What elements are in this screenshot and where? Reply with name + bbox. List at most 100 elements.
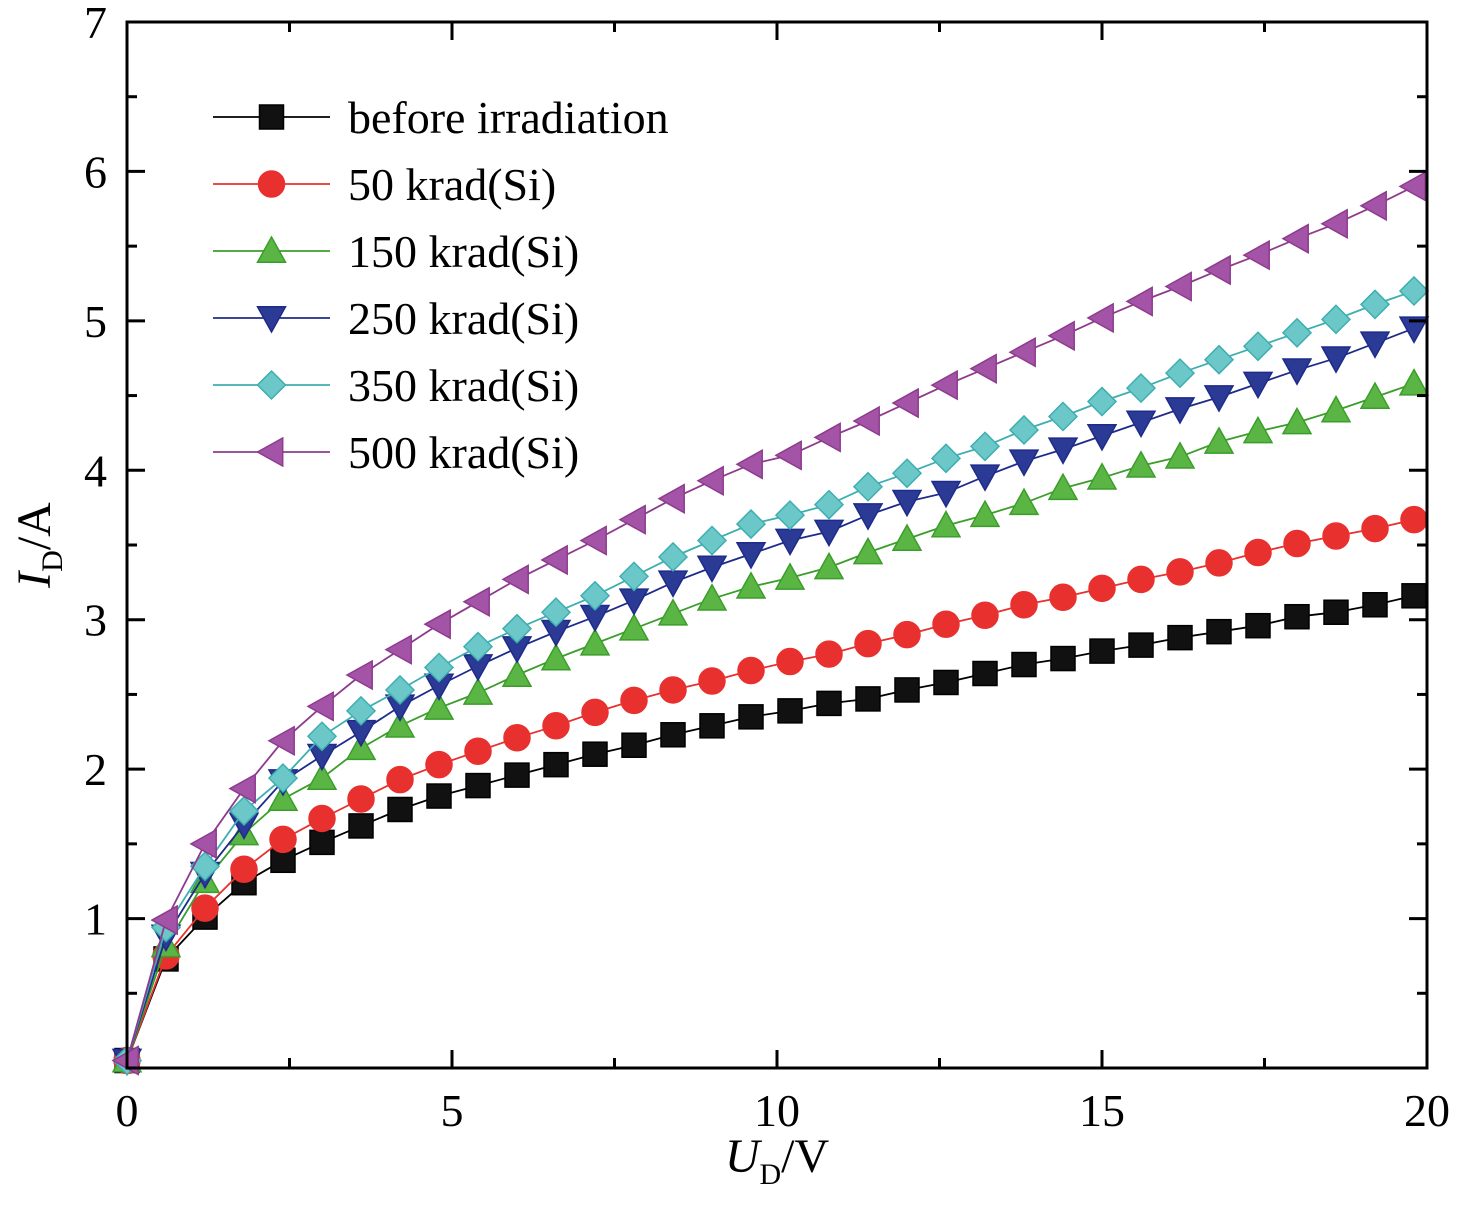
data-point [1320, 394, 1352, 423]
data-point [1167, 624, 1193, 651]
data-point [813, 489, 845, 520]
legend-label: before irradiation [348, 92, 669, 143]
legend-marker [257, 170, 286, 198]
data-point [1086, 302, 1114, 334]
data-point [932, 610, 960, 638]
y-tick-label: 3 [84, 595, 107, 646]
data-point [1242, 239, 1270, 271]
y-axis-title: ID/A [8, 502, 69, 589]
data-point [855, 686, 881, 712]
data-point [1164, 358, 1196, 389]
data-point [269, 825, 297, 854]
data-point [1242, 331, 1274, 362]
series-150-krad-si- [111, 368, 1430, 1073]
data-point [618, 504, 646, 535]
data-point [1125, 373, 1157, 404]
data-point [1166, 558, 1194, 586]
data-point [1398, 275, 1430, 307]
data-point [579, 580, 611, 611]
data-point [1008, 449, 1040, 477]
legend-label: 500 krad(Si) [348, 427, 579, 478]
legend-item: 50 krad(Si) [213, 159, 556, 210]
legend-item: 250 krad(Si) [213, 293, 579, 344]
data-point [930, 443, 962, 474]
data-point [813, 519, 845, 548]
data-point [267, 763, 299, 794]
data-point [1362, 592, 1388, 618]
data-point [1323, 599, 1349, 625]
data-point [1127, 565, 1155, 594]
data-point [1398, 368, 1430, 396]
data-point [657, 541, 689, 573]
data-point [1320, 304, 1352, 335]
data-point [1008, 336, 1036, 368]
data-point [579, 628, 611, 656]
data-point [1047, 472, 1079, 501]
data-point [387, 796, 413, 823]
data-point [774, 528, 806, 557]
data-point [267, 725, 295, 757]
data-point [1245, 612, 1271, 639]
data-point [579, 525, 607, 556]
data-point [1398, 171, 1426, 202]
data-point [891, 458, 923, 489]
data-point [618, 561, 650, 592]
data-point [465, 772, 491, 799]
legend-marker [256, 235, 287, 263]
series-50-krad-si- [113, 505, 1428, 1075]
data-point [854, 629, 882, 658]
data-point [696, 525, 728, 556]
data-point [1010, 591, 1038, 619]
data-point [696, 465, 724, 497]
data-point [384, 674, 416, 706]
data-point [1049, 583, 1077, 612]
data-point [189, 828, 217, 860]
data-point [852, 405, 880, 437]
data-point [969, 499, 1001, 528]
legend-label: 50 krad(Si) [348, 159, 556, 210]
x-tick-label: 20 [1404, 1085, 1450, 1136]
series-line [126, 290, 1415, 1061]
legend-item: 350 krad(Si) [213, 360, 579, 411]
data-point [1089, 638, 1115, 664]
data-point [306, 691, 334, 722]
data-point [308, 804, 336, 833]
legend-item: 500 krad(Si) [213, 427, 579, 478]
data-point [737, 656, 765, 685]
data-point [582, 741, 608, 767]
data-point [621, 732, 647, 758]
data-point [852, 503, 884, 531]
data-point [699, 713, 725, 739]
legend-label: 250 krad(Si) [348, 293, 579, 344]
data-point [1128, 632, 1154, 658]
data-point [1047, 320, 1075, 352]
series-line [126, 518, 1415, 1061]
data-point [426, 783, 452, 809]
data-point [1050, 645, 1076, 672]
data-point [1281, 317, 1313, 348]
data-point [191, 894, 219, 922]
data-point [930, 510, 962, 538]
data-point [1203, 254, 1231, 286]
data-point [1398, 316, 1430, 344]
data-point [813, 551, 845, 580]
data-point [1359, 190, 1387, 222]
data-point [735, 449, 763, 480]
data-point [423, 692, 455, 720]
data-point [464, 737, 492, 765]
data-point [1203, 426, 1235, 454]
data-point [1086, 386, 1118, 417]
data-point [306, 721, 338, 752]
data-point [1008, 487, 1040, 516]
data-point [228, 795, 260, 827]
data-point [735, 542, 767, 570]
data-point [1203, 385, 1235, 413]
data-point [1359, 381, 1391, 410]
legend-label: 350 krad(Si) [348, 360, 579, 411]
series-before-irradiation [114, 583, 1427, 1074]
data-point [425, 750, 453, 779]
data-point [1205, 549, 1233, 577]
x-tick-label: 0 [116, 1085, 139, 1136]
data-point [1125, 410, 1157, 439]
